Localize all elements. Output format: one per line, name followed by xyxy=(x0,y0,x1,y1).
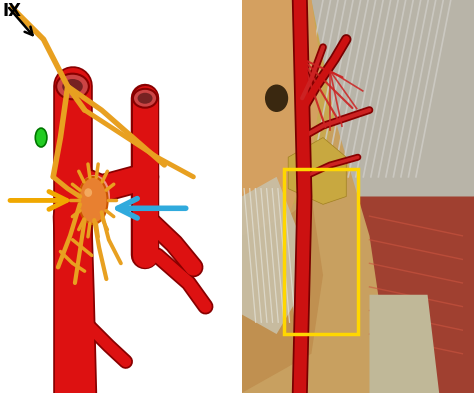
Ellipse shape xyxy=(133,89,157,108)
Polygon shape xyxy=(242,177,300,334)
FancyBboxPatch shape xyxy=(242,0,474,393)
Polygon shape xyxy=(370,295,439,393)
Ellipse shape xyxy=(137,93,153,104)
Polygon shape xyxy=(242,0,323,236)
Ellipse shape xyxy=(79,175,110,218)
Bar xyxy=(283,169,358,334)
Polygon shape xyxy=(311,0,474,236)
Polygon shape xyxy=(242,196,323,393)
Ellipse shape xyxy=(84,188,92,197)
Text: IX: IX xyxy=(2,2,21,20)
Ellipse shape xyxy=(56,73,89,99)
Polygon shape xyxy=(242,0,335,216)
Circle shape xyxy=(35,128,47,147)
Circle shape xyxy=(79,177,108,224)
Polygon shape xyxy=(288,138,346,204)
Ellipse shape xyxy=(265,84,288,112)
Polygon shape xyxy=(358,196,474,393)
Ellipse shape xyxy=(62,79,83,94)
